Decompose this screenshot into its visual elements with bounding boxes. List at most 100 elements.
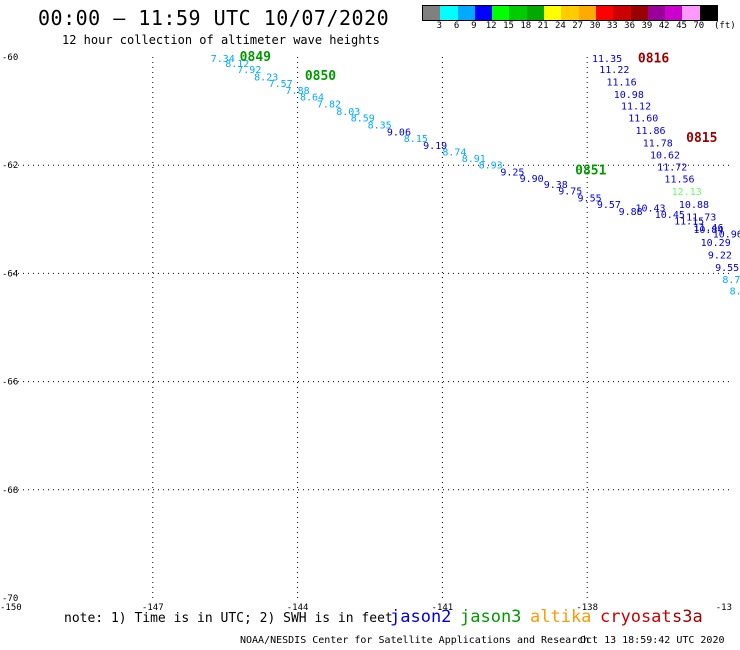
swh-data-label: 10.45 [655, 210, 685, 221]
pass-time-label: 0850 [305, 69, 336, 84]
generated-timestamp: Oct 13 18:59:42 UTC 2020 [580, 635, 725, 646]
swh-data-label: 11.56 [664, 175, 694, 186]
swh-data-label: 8.74 [442, 148, 466, 159]
legend-s3a: s3a [672, 607, 703, 627]
swh-data-label: 8.03 [336, 107, 360, 118]
color-scale-tick-label: 42 [658, 21, 670, 31]
swh-data-label: 10.84 [693, 225, 723, 236]
legend-cryosat: cryosat [600, 607, 672, 627]
swh-data-label: 9.55 [715, 263, 739, 274]
swh-data-label: 11.73 [686, 213, 716, 224]
color-scale-tick-label: 70 [693, 21, 705, 31]
swh-data-label: 9.75 [558, 187, 582, 198]
color-swatch [578, 6, 596, 20]
swh-data-label: 10.98 [614, 90, 644, 101]
swh-data-label: 11.15 [674, 216, 704, 227]
x-tick-label: -150 [0, 603, 22, 613]
y-tick-label: -68 [2, 486, 18, 496]
color-scale-tick-label: 15 [503, 21, 514, 31]
swh-data-label: 8.15 [404, 134, 428, 145]
swh-data-label: 7.34 [211, 54, 235, 65]
color-swatch [474, 6, 493, 20]
swh-data-label: 8.6 [730, 287, 740, 298]
swh-data-label: 11.46 [693, 223, 723, 234]
swh-data-label: 9.57 [597, 200, 621, 211]
color-scale-bar [422, 5, 719, 21]
swh-data-label: 10.88 [679, 200, 709, 211]
swh-data-label: 8.64 [300, 92, 324, 103]
y-tick-label: -70 [2, 594, 18, 604]
footnote: note: 1) Time is in UTC; 2) SWH is in fe… [64, 611, 393, 626]
color-scale-tick-label: 3 [436, 21, 443, 31]
color-swatch [561, 6, 579, 20]
color-scale-tick-label: 30 [589, 21, 601, 31]
pass-time-label: 0816 [638, 52, 669, 67]
swh-data-label: 9.22 [708, 250, 732, 261]
color-swatch [630, 6, 648, 20]
legend-jason2: jason2 [390, 607, 452, 627]
color-scale-tick-label: 9 [471, 21, 477, 31]
swh-data-label: 11.16 [607, 77, 637, 88]
swh-data-label: 11.35 [592, 54, 622, 65]
swh-data-label: 8.91 [462, 154, 486, 165]
color-swatch [509, 6, 527, 20]
color-swatch [526, 6, 545, 20]
y-tick-label: -66 [2, 378, 18, 388]
color-scale-tick-label: 33 [606, 21, 618, 31]
swh-data-label: 9.90 [520, 174, 544, 185]
swh-data-label: 8.35 [368, 121, 392, 132]
color-swatch [665, 6, 683, 20]
swh-data-label: 11.22 [599, 65, 629, 76]
swh-data-label: 8.70 [722, 275, 740, 286]
color-scale-tick-label: 45 [676, 21, 687, 31]
pass-time-label: 0815 [686, 131, 717, 146]
color-scale-tick-label: 36 [624, 21, 636, 31]
y-tick-label: -60 [2, 53, 18, 63]
color-scale-unit: (ft) [714, 21, 736, 31]
color-swatch [440, 6, 458, 20]
x-tick-label: -141 [432, 603, 454, 613]
swh-data-label: 8.93 [479, 161, 503, 172]
swh-data-label: 7.88 [286, 86, 310, 97]
swh-data-label: 9.25 [500, 168, 524, 179]
swh-data-label: 8.59 [351, 114, 375, 125]
color-scale-tick-label: 6 [453, 21, 460, 31]
swh-data-label: 9.38 [544, 180, 568, 191]
color-swatch [595, 6, 614, 20]
swh-data-label: 7.57 [269, 79, 293, 90]
chart-title: 00:00 – 11:59 UTC 10/07/2020 [38, 6, 390, 30]
swh-data-label: 11.78 [643, 138, 673, 149]
swh-data-label: 11.12 [621, 102, 651, 113]
swh-data-label: 8.12 [225, 59, 249, 70]
color-scale-tick-label: 27 [572, 21, 584, 31]
swh-data-label: 10.29 [701, 238, 731, 249]
swh-data-label: 10.43 [635, 203, 665, 214]
color-scale-tick-label: 24 [554, 21, 566, 31]
swh-data-label: 7.82 [317, 100, 341, 111]
x-tick-label: -13 [716, 603, 732, 613]
color-swatch [457, 6, 475, 20]
color-scale-tick-label: 18 [520, 21, 532, 31]
x-tick-label: -147 [142, 603, 164, 613]
swh-data-label: 11.72 [657, 162, 687, 173]
color-swatch [423, 6, 441, 20]
legend-altika: altika [530, 607, 592, 627]
chart-subtitle: 12 hour collection of altimeter wave hei… [62, 33, 380, 47]
pass-time-label: 0849 [240, 50, 271, 65]
color-scale-tick-label: 21 [537, 21, 549, 31]
swh-data-label: 11.60 [628, 114, 658, 125]
swh-data-label: 9.88 [619, 207, 643, 218]
credit-text: NOAA/NESDIS Center for Satellite Applica… [240, 635, 590, 646]
x-tick-label: -144 [287, 603, 309, 613]
color-swatch [544, 6, 562, 20]
legend-jason3: jason3 [460, 607, 522, 627]
swh-data-label: 9.55 [578, 194, 602, 205]
swh-data-label: 8.23 [254, 72, 278, 83]
color-swatch [647, 6, 666, 20]
swh-data-label: 9.06 [387, 128, 411, 139]
swh-data-label: 9.19 [423, 141, 447, 152]
swh-data-label: 7.92 [237, 65, 261, 76]
color-swatch [613, 6, 631, 20]
swh-data-label: 12.13 [672, 187, 702, 198]
